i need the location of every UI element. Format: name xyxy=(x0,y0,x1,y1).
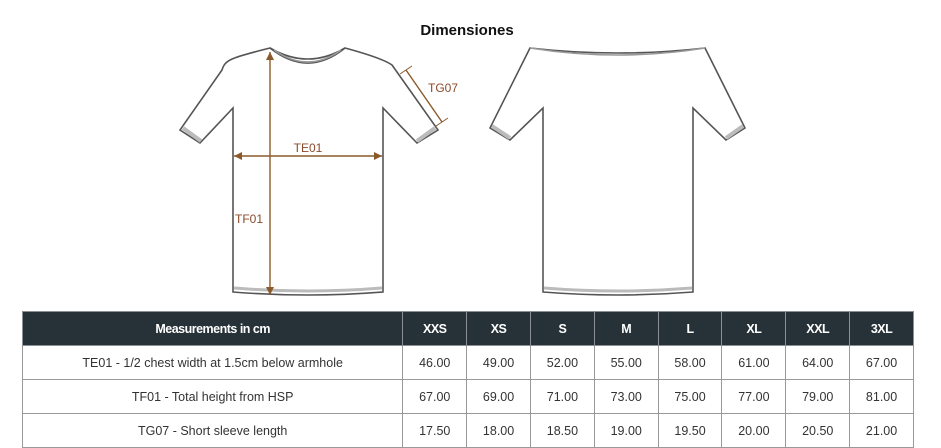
page-title: Dimensiones xyxy=(420,22,514,39)
measure-te01 xyxy=(234,152,382,160)
cell-value: 67.00 xyxy=(849,345,914,380)
cell-value: 20.50 xyxy=(785,413,851,448)
cell-value: 20.00 xyxy=(721,413,787,448)
cell-value: 81.00 xyxy=(849,379,914,414)
cell-value: 69.00 xyxy=(466,379,531,414)
cell-value: 64.00 xyxy=(785,345,851,380)
cell-value: 49.00 xyxy=(466,345,531,380)
row-label: TF01 - Total height from HSP xyxy=(21,379,404,414)
measure-tg07 xyxy=(399,65,449,127)
label-tg07: TG07 xyxy=(428,81,458,95)
cell-value: 73.00 xyxy=(593,379,659,414)
cell-value: 19.00 xyxy=(593,413,659,448)
column-header-size: XXS xyxy=(402,311,468,346)
column-header-measurement: Measurements in cm xyxy=(21,311,404,346)
front-tshirt-diagram: TE01 TF01 TG07 xyxy=(178,47,458,296)
cell-value: 18.00 xyxy=(466,413,531,448)
cell-value: 21.00 xyxy=(849,413,914,448)
cell-value: 71.00 xyxy=(529,379,595,414)
measure-tf01 xyxy=(266,52,274,295)
cell-value: 67.00 xyxy=(402,379,468,414)
column-header-size: M xyxy=(593,311,659,346)
cell-value: 52.00 xyxy=(529,345,595,380)
cell-value: 17.50 xyxy=(402,413,468,448)
size-chart-table: Measurements in cm XXS XS S M L XL XXL 3… xyxy=(21,311,914,448)
column-header-size: XXL xyxy=(785,311,851,346)
label-te01: TE01 xyxy=(294,141,323,155)
table-row: TE01 - 1/2 chest width at 1.5cm below ar… xyxy=(21,345,914,380)
cell-value: 19.50 xyxy=(657,413,723,448)
cell-value: 55.00 xyxy=(593,345,659,380)
cell-value: 18.50 xyxy=(529,413,595,448)
cell-value: 79.00 xyxy=(785,379,851,414)
table-row: TG07 - Short sleeve length 17.50 18.00 18.5… xyxy=(21,413,914,448)
column-header-size: 3XL xyxy=(849,311,914,346)
row-label: TG07 - Short sleeve length xyxy=(21,413,404,448)
cell-value: 75.00 xyxy=(657,379,723,414)
back-tshirt-diagram xyxy=(488,47,747,296)
row-label: TE01 - 1/2 chest width at 1.5cm below ar… xyxy=(21,345,404,380)
cell-value: 61.00 xyxy=(721,345,787,380)
cell-value: 58.00 xyxy=(657,345,723,380)
label-tf01: TF01 xyxy=(235,212,263,226)
table-row: TF01 - Total height from HSP 67.00 69.00 71… xyxy=(21,379,914,414)
cell-value: 77.00 xyxy=(721,379,787,414)
cell-value: 46.00 xyxy=(402,345,468,380)
column-header-size: S xyxy=(529,311,595,346)
column-header-size: XL xyxy=(721,311,787,346)
column-header-size: L xyxy=(657,311,723,346)
table-header-row: Measurements in cm XXS XS S M L XL XXL 3… xyxy=(21,311,914,346)
column-header-size: XS xyxy=(466,311,531,346)
